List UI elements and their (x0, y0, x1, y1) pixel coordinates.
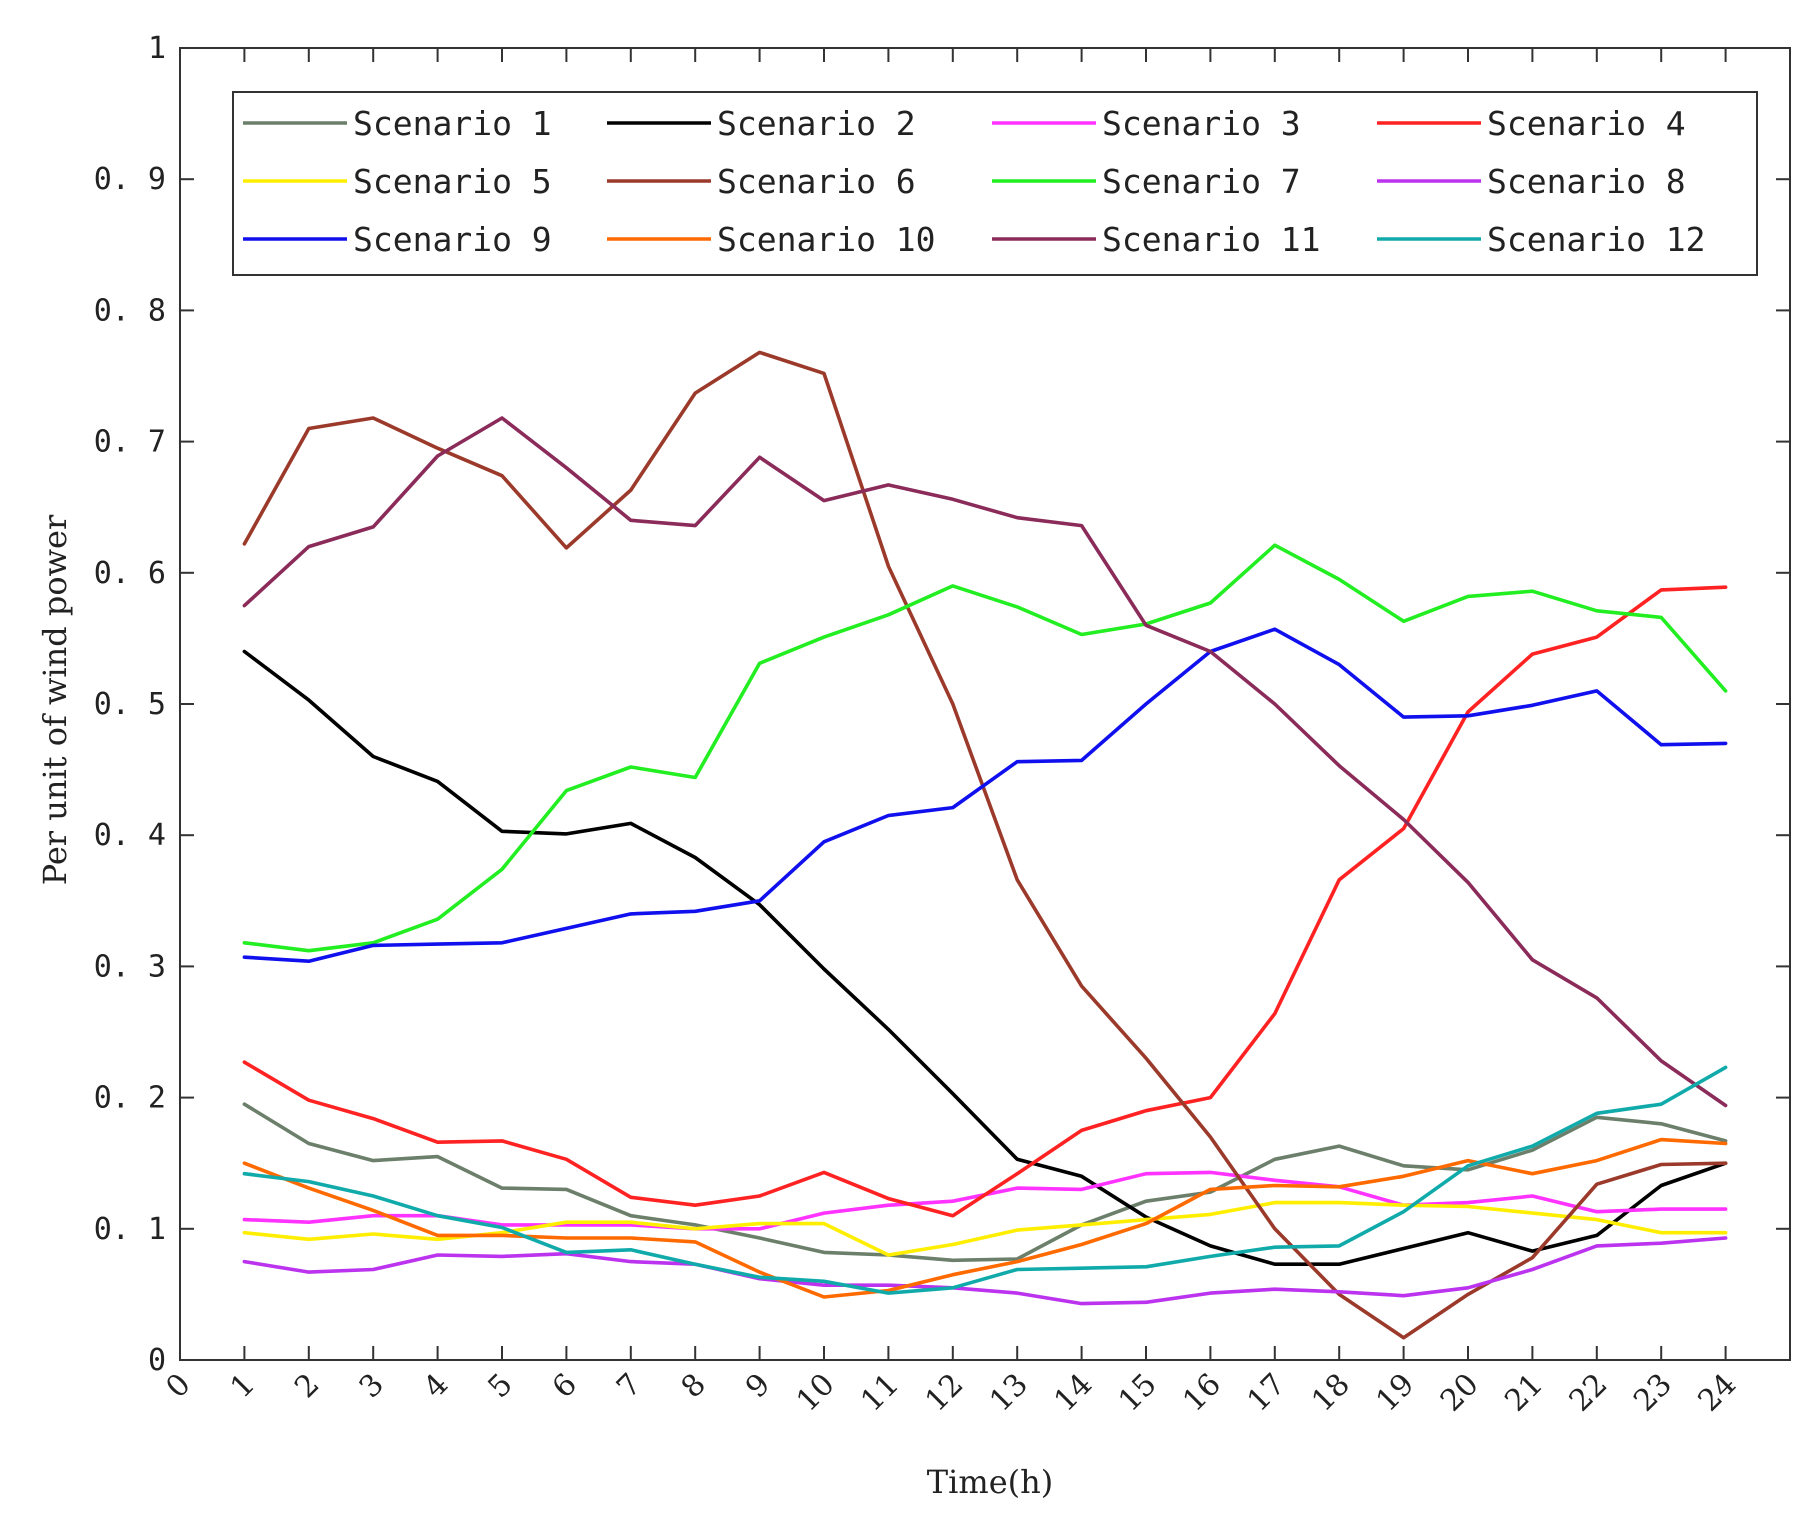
legend-label: Scenario 8 (1487, 162, 1686, 201)
y-tick-label: 0. 6 (94, 556, 166, 591)
legend: Scenario 1 Scenario 2 Scenario 3 Scenario 4… (232, 91, 1758, 276)
series-line-scenario-9 (242, 627, 1728, 964)
series-line-scenario-2 (242, 649, 1728, 1266)
y-axis-label: Per unit of wind power (36, 514, 74, 885)
legend-label: Scenario 12 (1487, 220, 1706, 259)
y-tick-label: 0. 9 (94, 162, 166, 197)
y-tick-label: 0. 7 (94, 425, 166, 460)
y-tick-label: 0. 2 (94, 1081, 166, 1116)
series-line-scenario-11 (242, 416, 1728, 1108)
y-tick-labels: 0 0. 1 0. 2 0. 3 0. 4 0. 5 0. 6 0. 7 0. 8 0. 9 1 (94, 31, 166, 1378)
y-tick-label: 0. 3 (94, 949, 166, 984)
axes-frame-group (179, 47, 1791, 1361)
series-line-scenario-4 (242, 585, 1728, 1218)
legend-label: Scenario 10 (717, 220, 936, 259)
series-line-scenario-8 (242, 1236, 1728, 1306)
series-line-scenario-6 (242, 350, 1728, 1340)
x-axis-label: Time(h) (927, 1463, 1053, 1501)
legend-label: Scenario 11 (1102, 220, 1321, 259)
series-lines (242, 350, 1728, 1340)
y-tick-label: 0. 8 (94, 293, 166, 328)
legend-label: Scenario 2 (717, 104, 916, 143)
legend-label: Scenario 9 (353, 220, 552, 259)
legend-label: Scenario 6 (717, 162, 916, 201)
legend-label: Scenario 1 (353, 104, 552, 143)
y-tick-label: 0. 4 (94, 818, 166, 853)
series-line-scenario-7 (242, 543, 1728, 953)
legend-label: Scenario 3 (1102, 104, 1301, 143)
legend-label: Scenario 4 (1487, 104, 1686, 143)
y-tick-label: 1 (148, 31, 166, 66)
series-line-scenario-1 (242, 1102, 1728, 1263)
y-tick-label: 0. 5 (94, 687, 166, 722)
legend-label: Scenario 5 (353, 162, 552, 201)
legend-label: Scenario 7 (1102, 162, 1301, 201)
y-tick-label: 0 (148, 1343, 166, 1378)
series-line-scenario-12 (242, 1065, 1728, 1295)
y-tick-label: 0. 1 (94, 1212, 166, 1247)
